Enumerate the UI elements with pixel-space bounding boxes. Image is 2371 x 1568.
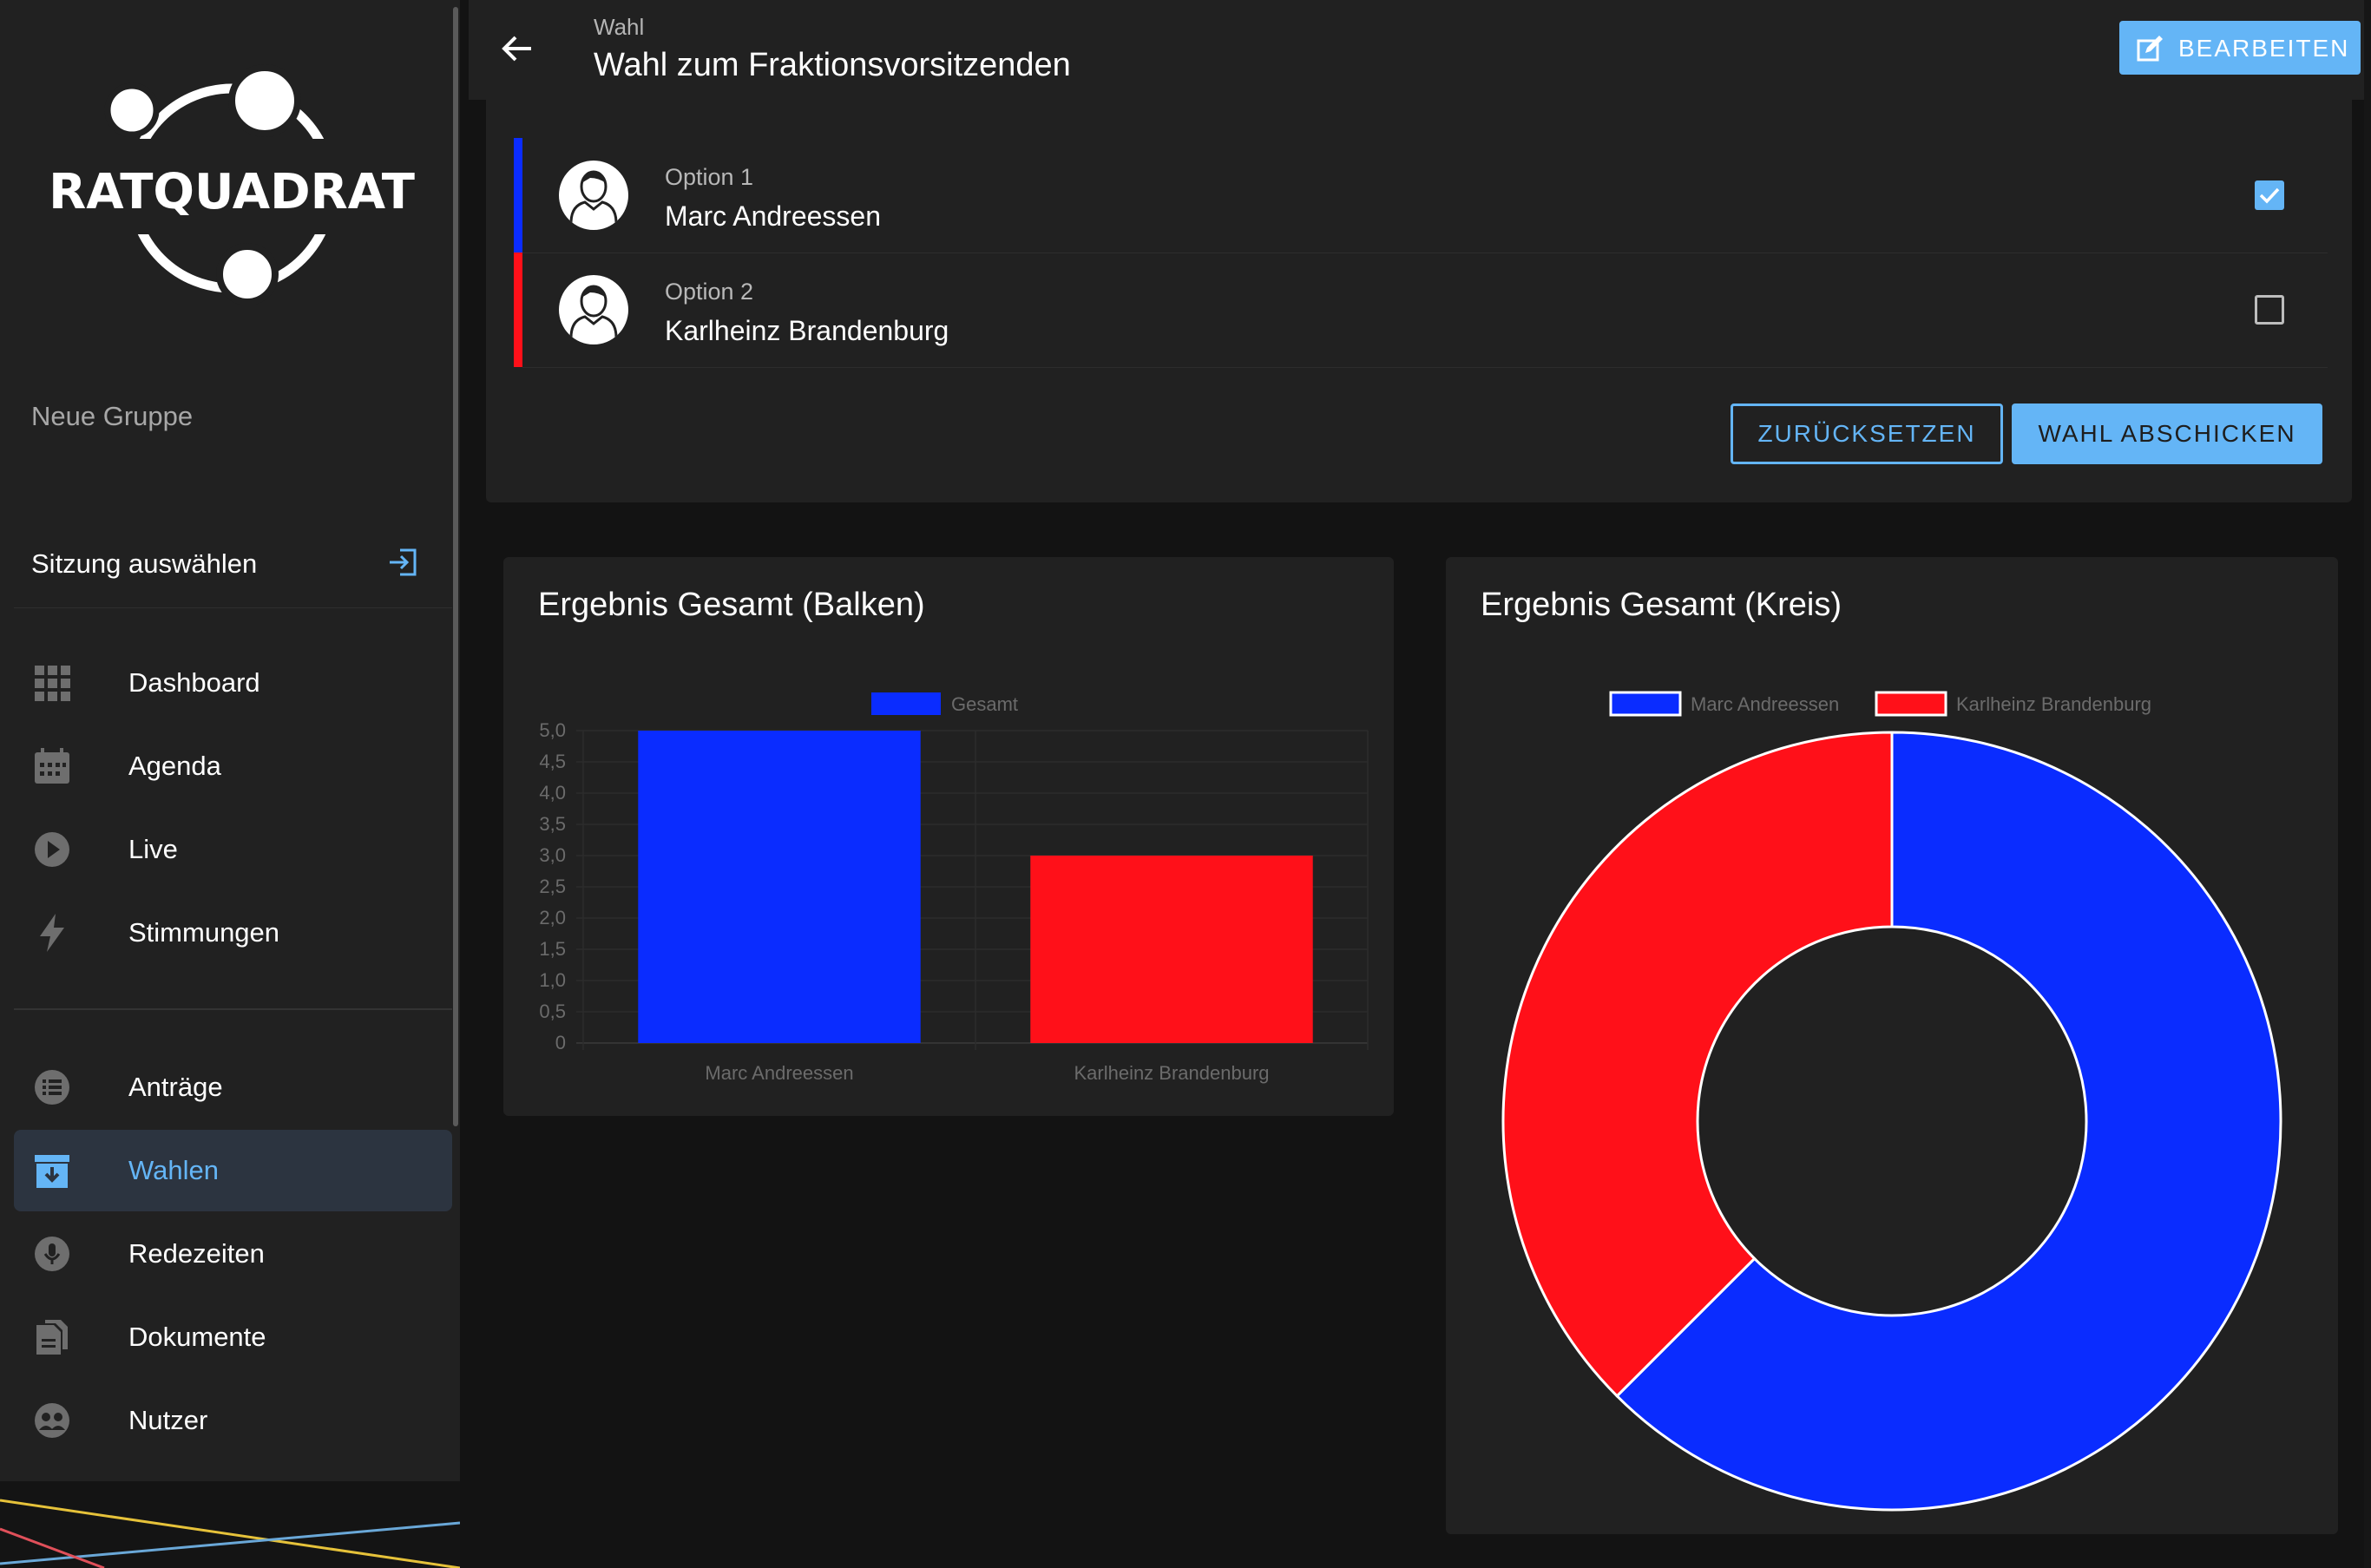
reset-button[interactable]: ZURÜCKSETZEN — [1731, 403, 2003, 464]
edit-icon — [2137, 36, 2163, 62]
person-icon — [569, 285, 618, 338]
bar — [1030, 856, 1313, 1043]
y-tick-label: 3,0 — [539, 844, 566, 866]
top-bar: Wahl Wahl zum Fraktionsvorsitzenden BEAR… — [469, 0, 2371, 100]
nav-label: Stimmungen — [128, 917, 280, 948]
documents-icon — [36, 1320, 68, 1355]
option-checkbox[interactable] — [2255, 295, 2284, 325]
nav-label: Redezeiten — [128, 1238, 265, 1269]
doughnut-slice — [1615, 731, 2282, 1512]
vote-card: Option 1 Marc Andreessen Option 2 Karlhe… — [486, 100, 2352, 502]
y-tick-label: 1,0 — [539, 969, 566, 991]
doughnut-chart: Marc Andreessen Karlheinz Brandenburg — [1501, 691, 2282, 1512]
nav-label: Anträge — [128, 1072, 223, 1102]
grid-icon — [35, 666, 70, 701]
legend-swatch — [1609, 691, 1682, 717]
nav-item-redezeiten[interactable]: Redezeiten — [14, 1213, 452, 1295]
logo-text: RATQUADRAT — [49, 164, 415, 220]
nav-item-antraege[interactable]: Anträge — [14, 1046, 452, 1128]
sidebar: RATQUADRAT Neue Gruppe Sitzung auswählen… — [0, 0, 460, 1568]
nav-item-live[interactable]: Live — [14, 809, 452, 890]
x-tick-label: Marc Andreessen — [705, 1062, 853, 1084]
y-tick-label: 0 — [555, 1032, 566, 1053]
ratquadrat-logo[interactable]: RATQUADRAT — [45, 62, 418, 314]
y-tick-label: 2,0 — [539, 907, 566, 928]
lightning-icon — [40, 914, 64, 952]
nav-divider — [14, 1008, 452, 1010]
calendar-icon — [35, 748, 69, 784]
option-kicker: Option 2 — [665, 279, 754, 305]
doughnut-slice — [1501, 731, 1894, 1398]
option-name: Karlheinz Brandenburg — [665, 315, 949, 346]
y-tick-label: 4,0 — [539, 782, 566, 804]
legend-label: Karlheinz Brandenburg — [1956, 693, 2151, 715]
nav-label: Agenda — [128, 751, 221, 781]
session-select-label: Sitzung auswählen — [31, 548, 258, 579]
chart-title: Ergebnis Gesamt (Balken) — [538, 587, 925, 623]
nav-item-dokumente[interactable]: Dokumente — [14, 1296, 452, 1378]
y-tick-label: 2,5 — [539, 876, 566, 897]
nav-label: Dokumente — [128, 1322, 266, 1352]
back-arrow-icon[interactable] — [495, 26, 540, 71]
nav-label: Live — [128, 834, 178, 864]
sidebar-scrollbar[interactable] — [453, 7, 458, 1126]
page-scrollbar[interactable] — [2364, 0, 2371, 1568]
play-circle-icon — [35, 832, 69, 867]
y-tick-label: 5,0 — [539, 719, 566, 741]
session-select[interactable]: Sitzung auswählen — [14, 531, 452, 608]
y-tick-label: 3,5 — [539, 813, 566, 835]
chart-title: Ergebnis Gesamt (Kreis) — [1481, 587, 1842, 623]
nav-label: Wahlen — [128, 1155, 219, 1185]
users-icon — [35, 1403, 69, 1438]
nav-item-wahlen[interactable]: Wahlen — [14, 1130, 452, 1211]
option-kicker: Option 1 — [665, 164, 754, 190]
legend-label: Marc Andreessen — [1691, 693, 1839, 715]
legend-swatch — [871, 692, 941, 715]
bar-chart: 0 0,5 1,0 1,5 2,0 2,5 3,0 3,5 4,0 4,5 5,0 Marc Andr… — [539, 692, 1369, 1084]
breadcrumb: Wahl — [594, 14, 645, 40]
option-color-bar — [514, 253, 522, 367]
option-name: Marc Andreessen — [665, 200, 882, 232]
y-tick-label: 4,5 — [539, 751, 566, 772]
pie-chart-card: Ergebnis Gesamt (Kreis) Marc Andreessen K… — [1446, 557, 2338, 1534]
legend-label: Gesamt — [951, 693, 1018, 715]
legend-swatch — [1875, 691, 1947, 717]
nav-item-dashboard[interactable]: Dashboard — [14, 642, 452, 724]
nav-label: Nutzer — [128, 1405, 208, 1435]
bar-chart-card: Ergebnis Gesamt (Balken) 0 0,5 1,0 1,5 2,0 2,… — [503, 557, 1394, 1116]
login-icon[interactable] — [386, 545, 421, 580]
avatar — [559, 275, 628, 344]
y-tick-label: 0,5 — [539, 1001, 566, 1022]
sidebar-decoration — [0, 1481, 460, 1568]
page-title: Wahl zum Fraktionsvorsitzenden — [594, 47, 1071, 83]
checkmark-icon — [2259, 187, 2280, 204]
vote-option[interactable]: Option 2 Karlheinz Brandenburg — [522, 253, 2328, 368]
y-tick-label: 1,5 — [539, 938, 566, 960]
nav-item-nutzer[interactable]: Nutzer — [14, 1380, 452, 1461]
list-circle-icon — [35, 1070, 69, 1105]
bar — [638, 731, 921, 1043]
nav-label: Dashboard — [128, 667, 260, 698]
person-icon — [569, 170, 618, 224]
nav-item-agenda[interactable]: Agenda — [14, 725, 452, 807]
ballot-box-icon — [35, 1155, 69, 1188]
x-tick-label: Karlheinz Brandenburg — [1074, 1062, 1269, 1084]
option-color-bar — [514, 138, 522, 253]
microphone-icon — [35, 1237, 69, 1271]
edit-button-label: BEARBEITEN — [2178, 35, 2350, 62]
group-name: Neue Gruppe — [31, 401, 194, 431]
option-checkbox[interactable] — [2255, 180, 2284, 210]
avatar — [559, 161, 628, 230]
edit-button[interactable]: BEARBEITEN — [2119, 21, 2361, 75]
submit-vote-button[interactable]: WAHL ABSCHICKEN — [2012, 403, 2322, 464]
vote-option[interactable]: Option 1 Marc Andreessen — [522, 138, 2328, 253]
nav-item-stimmungen[interactable]: Stimmungen — [14, 892, 452, 974]
